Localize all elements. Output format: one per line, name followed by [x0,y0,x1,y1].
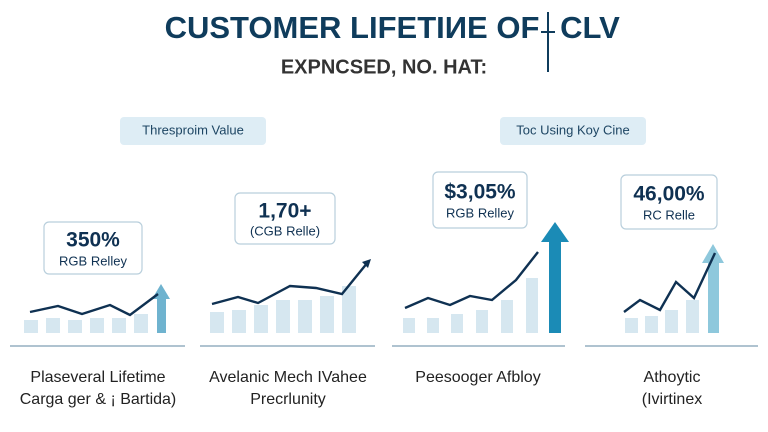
caption: Plaseveral Lifetime [30,369,165,386]
caption: Avelanic Mech IVahee [209,369,367,386]
callout [620,174,718,230]
callout-value: 46,00% [633,183,705,206]
caption: Precrlunity [250,391,326,408]
callout-label: RC Relle [643,207,695,222]
callout-label: RGB Relley [446,205,514,220]
callout [432,171,528,229]
section-label: Toc Using Koy Cine [516,122,629,137]
title: CUSTOMER LIFETIИE OF [165,10,540,45]
callout-value: 1,70+ [258,200,311,223]
section-box [120,117,266,145]
callout-value: 350% [66,229,120,252]
section-label: Thresproim Value [142,122,244,137]
title-end: CLV [560,10,620,45]
subtitle: EXPNCSED, NO. HAT: [281,56,487,78]
panel-graphics [10,222,758,347]
callout-value: $3,05% [444,181,516,204]
caption: Peesooger Afbloy [415,369,540,386]
callout [234,192,336,245]
callout [43,221,143,275]
callout-label: RGB Relley [59,253,127,268]
caption: Carga ger & ¡ Bartida) [20,391,177,408]
caption: (Ivirtinex [642,391,702,408]
section-box [500,117,646,145]
caption: Athoytic [644,369,701,386]
callout-label: (CGB Relle) [250,223,320,238]
